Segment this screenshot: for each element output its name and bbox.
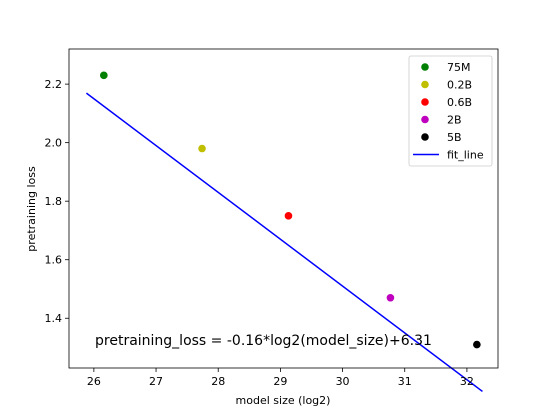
y-tick-label: 2.0	[45, 137, 63, 150]
y-tick-label: 2.2	[45, 78, 63, 91]
legend-label: 2B	[447, 114, 462, 127]
x-tick-label: 32	[460, 375, 474, 388]
legend-label: 75M	[447, 61, 471, 74]
legend-box	[408, 55, 493, 167]
x-tick-label: 29	[273, 375, 287, 388]
legend-marker-0.6B	[421, 98, 429, 106]
x-tick-label: 26	[87, 375, 101, 388]
x-tick-label: 31	[398, 375, 412, 388]
plot-frame	[68, 48, 499, 369]
legend-label: fit_line	[447, 149, 484, 162]
data-point-2B	[386, 293, 395, 302]
legend: 75M 0.2B 0.6B 2B 5B fit_line	[408, 55, 493, 167]
x-axis-ticks: 26 27 28 29 30 31 32	[87, 368, 474, 388]
y-axis-label: pretraining loss	[25, 166, 38, 252]
y-tick-label: 1.4	[45, 312, 63, 325]
legend-marker-0.2B	[421, 80, 429, 89]
fit-layer	[85, 92, 483, 393]
legend-marker-2B	[421, 115, 429, 124]
fit-line	[85, 92, 483, 393]
legend-items: 75M 0.2B 0.6B 2B 5B fit_line	[413, 61, 484, 162]
data-point-75M	[100, 71, 108, 80]
x-axis-label: model size (log2)	[236, 394, 331, 407]
legend-marker-5B	[421, 133, 429, 141]
legend-label: 5B	[447, 131, 462, 144]
data-point-0.6B	[284, 212, 293, 220]
legend-label: 0.6B	[447, 96, 472, 109]
points-layer	[100, 71, 481, 349]
data-point-5B	[473, 340, 481, 349]
x-tick-label: 27	[149, 375, 163, 388]
x-tick-label: 28	[211, 375, 225, 388]
legend-label: 0.2B	[447, 79, 472, 92]
y-tick-label: 1.6	[45, 254, 63, 267]
x-tick-label: 30	[336, 375, 350, 388]
data-point-0.2B	[198, 144, 206, 153]
fit-equation-annotation: pretraining_loss = -0.16*log2(model_size…	[95, 333, 432, 349]
y-tick-label: 1.8	[45, 195, 63, 208]
legend-marker-75M	[421, 63, 429, 71]
y-axis-ticks: 1.4 1.6 1.8 2.0 2.2	[45, 78, 69, 325]
